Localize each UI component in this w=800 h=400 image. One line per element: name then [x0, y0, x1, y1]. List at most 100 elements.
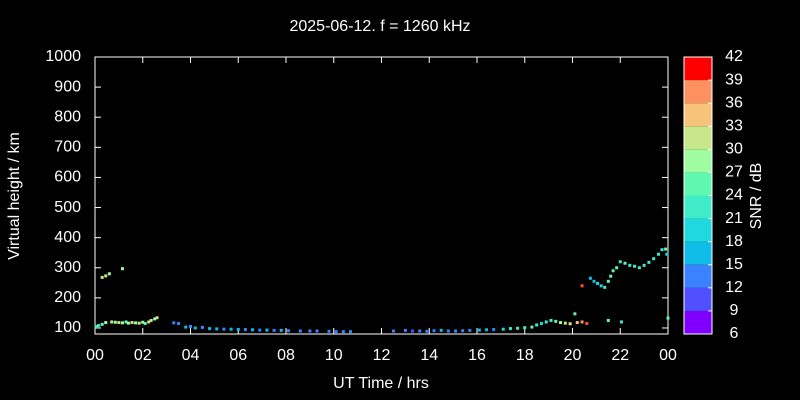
y-axis-label: Virtual height / km [6, 132, 23, 260]
point [619, 320, 623, 324]
point [606, 279, 610, 283]
point [539, 321, 543, 325]
point [596, 281, 600, 285]
point [251, 328, 255, 332]
x-axis-label: UT Time / hrs [333, 375, 429, 392]
colorbar-tick-label: 27 [725, 164, 743, 181]
point [341, 330, 345, 334]
colorbar-tick-label: 15 [725, 256, 743, 273]
point [94, 324, 98, 328]
colorbar-tick-label: 33 [725, 117, 743, 134]
point [117, 321, 121, 325]
point [107, 272, 111, 276]
point [468, 328, 472, 332]
point [155, 316, 159, 320]
x-tick-label: 10 [325, 347, 343, 364]
point [446, 329, 450, 333]
y-tick-label: 300 [54, 259, 81, 276]
point [104, 321, 108, 325]
point [618, 260, 622, 264]
point [418, 329, 422, 333]
point [308, 329, 312, 333]
point [454, 329, 458, 333]
point [603, 285, 607, 289]
point [147, 320, 151, 324]
point [279, 328, 283, 332]
y-tick-label: 100 [54, 319, 81, 336]
point [585, 321, 589, 325]
point [334, 330, 338, 334]
point [575, 321, 579, 325]
point [568, 322, 572, 326]
point [666, 316, 670, 320]
point [120, 267, 124, 271]
point [149, 318, 153, 322]
colorbar-box [684, 287, 712, 311]
plot-frame [94, 56, 669, 335]
point [615, 266, 619, 270]
point [298, 329, 302, 333]
x-tick-label: 12 [373, 347, 391, 364]
point [647, 260, 651, 264]
point [664, 247, 668, 251]
point [243, 327, 247, 331]
colorbar-tick-label: 36 [725, 94, 743, 111]
colorbar-box [684, 218, 712, 242]
point [573, 312, 577, 316]
point [184, 325, 188, 329]
point [272, 328, 276, 332]
colorbar-box [684, 103, 712, 127]
point [637, 266, 641, 270]
point [189, 324, 192, 328]
colorbar-label: SNR / dB [748, 163, 765, 230]
point [134, 321, 138, 325]
point [100, 322, 104, 326]
point [124, 320, 128, 324]
colorbar-box [684, 80, 712, 104]
colorbar-box [684, 172, 712, 196]
point [485, 328, 489, 332]
colorbar-box [684, 149, 712, 173]
point [403, 328, 407, 332]
point [315, 329, 319, 333]
colorbar-tick-label: 18 [725, 233, 743, 250]
point [97, 324, 101, 328]
x-tick-label: 20 [564, 347, 582, 364]
point [126, 321, 130, 325]
point [606, 318, 610, 322]
point [563, 321, 567, 325]
point [660, 248, 664, 252]
point [592, 279, 596, 283]
point [411, 329, 415, 333]
point [599, 284, 603, 288]
point [100, 275, 104, 279]
point [530, 325, 534, 329]
point [633, 264, 637, 268]
point [665, 252, 669, 256]
point [141, 320, 145, 324]
point [580, 320, 584, 324]
point [642, 263, 646, 267]
point [656, 252, 660, 256]
y-tick-label: 1000 [45, 48, 81, 65]
point [432, 329, 436, 333]
point [439, 328, 443, 332]
point [286, 329, 290, 333]
point [208, 327, 212, 331]
point [492, 327, 496, 331]
point [110, 320, 114, 324]
colorbar-tick-label: 42 [725, 48, 743, 65]
x-tick-label: 04 [182, 347, 200, 364]
point [222, 327, 226, 331]
colorbar-box [684, 310, 712, 334]
point [516, 326, 520, 330]
point [172, 321, 176, 325]
point [130, 321, 134, 325]
point [177, 321, 181, 325]
point [544, 320, 548, 324]
colorbar-tick-label: 9 [730, 302, 739, 319]
point [588, 276, 592, 280]
point [348, 330, 352, 334]
point [611, 269, 615, 273]
